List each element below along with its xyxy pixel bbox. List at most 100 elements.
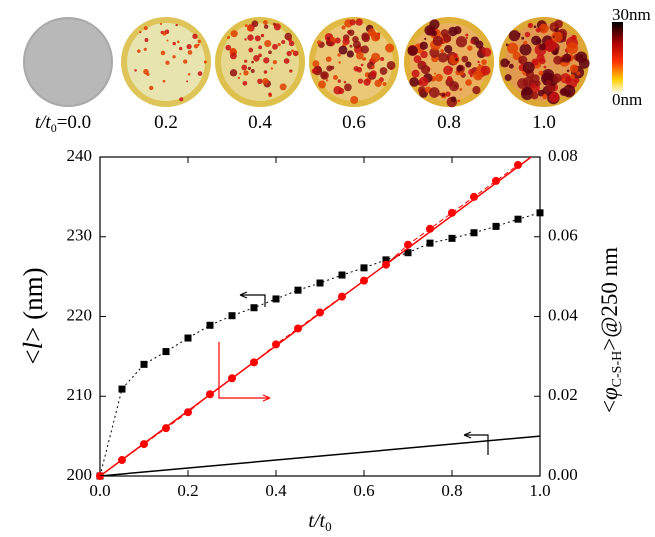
spot bbox=[188, 50, 193, 55]
spot bbox=[172, 55, 175, 58]
spot bbox=[420, 42, 428, 50]
spot bbox=[273, 23, 276, 26]
spot bbox=[505, 74, 512, 81]
spot bbox=[539, 43, 546, 50]
spot bbox=[513, 50, 515, 52]
y2-tick-label: 0.00 bbox=[548, 465, 578, 484]
spot bbox=[421, 65, 430, 74]
spot bbox=[186, 44, 191, 49]
spot bbox=[422, 62, 425, 65]
spot bbox=[165, 61, 169, 65]
spot bbox=[289, 69, 292, 72]
snapshot-value: 1.0 bbox=[532, 112, 556, 133]
spot bbox=[363, 57, 366, 60]
spot bbox=[553, 56, 562, 65]
spot bbox=[563, 85, 576, 98]
snapshot bbox=[499, 17, 590, 107]
spot bbox=[149, 86, 153, 90]
colorbar-top-label: 30nm bbox=[612, 5, 651, 24]
spot bbox=[443, 66, 453, 76]
x-tick-label: 0.0 bbox=[89, 481, 110, 500]
snapshot-label: 0.8 bbox=[437, 112, 461, 133]
snapshot-value: 0.4 bbox=[248, 112, 272, 133]
spot bbox=[457, 99, 460, 102]
spot bbox=[475, 41, 483, 49]
spot bbox=[424, 25, 434, 35]
colorbar bbox=[612, 22, 623, 94]
snapshot-value: 0.8 bbox=[437, 112, 461, 133]
spot bbox=[291, 49, 294, 52]
spot bbox=[465, 34, 468, 37]
spot bbox=[442, 93, 446, 97]
figure: 30nm 0nm 0.00.20.40.60.81.02002102202302… bbox=[0, 0, 655, 537]
y-tick-label: 200 bbox=[67, 465, 93, 484]
spot bbox=[262, 78, 268, 84]
spot bbox=[473, 70, 483, 80]
x-tick-label: 0.2 bbox=[177, 481, 198, 500]
spot bbox=[554, 28, 559, 33]
spot bbox=[188, 73, 191, 76]
spot bbox=[541, 25, 545, 29]
spot bbox=[231, 30, 238, 37]
spot bbox=[562, 54, 571, 63]
spot bbox=[579, 55, 583, 59]
spot bbox=[534, 26, 537, 29]
spot bbox=[461, 56, 468, 63]
y-label-italic: l bbox=[18, 342, 48, 350]
spot bbox=[544, 66, 547, 69]
spot bbox=[357, 67, 363, 73]
spot bbox=[272, 44, 278, 50]
spot bbox=[281, 40, 285, 44]
spot bbox=[349, 19, 355, 25]
spot bbox=[574, 78, 579, 83]
spot bbox=[198, 40, 201, 43]
spot bbox=[371, 53, 380, 62]
snapshot bbox=[23, 17, 113, 107]
spot bbox=[134, 69, 137, 72]
spot bbox=[456, 36, 467, 47]
spot bbox=[251, 69, 255, 73]
spot bbox=[264, 24, 268, 28]
spot bbox=[339, 46, 348, 55]
spot bbox=[533, 61, 535, 63]
snapshot bbox=[309, 17, 399, 107]
spot bbox=[338, 79, 341, 82]
spot bbox=[531, 92, 538, 99]
spot bbox=[137, 49, 141, 53]
series-line bbox=[100, 157, 531, 476]
spot bbox=[179, 47, 182, 50]
square-marker bbox=[471, 229, 478, 236]
spot bbox=[227, 36, 230, 39]
spot bbox=[361, 64, 364, 67]
arrow-left-axis bbox=[464, 432, 488, 455]
y-tick-label: 240 bbox=[67, 146, 93, 165]
x-tick-label: 0.6 bbox=[353, 481, 374, 500]
spot bbox=[563, 78, 566, 81]
spot bbox=[433, 36, 443, 46]
spot bbox=[467, 45, 472, 50]
spot bbox=[312, 68, 317, 73]
spot bbox=[268, 92, 271, 95]
spot bbox=[361, 45, 369, 53]
snapshot-label: 0.6 bbox=[342, 112, 366, 133]
spot bbox=[363, 79, 370, 86]
y2-label-pre: < bbox=[597, 400, 622, 413]
spot bbox=[326, 79, 328, 81]
spot bbox=[225, 45, 231, 51]
spot bbox=[448, 27, 457, 36]
spot bbox=[253, 55, 260, 62]
square-marker bbox=[163, 348, 170, 355]
spot bbox=[173, 42, 176, 45]
spot bbox=[230, 52, 237, 59]
square-marker bbox=[141, 361, 148, 368]
spot bbox=[523, 41, 527, 45]
spot bbox=[161, 51, 166, 56]
spot bbox=[183, 59, 187, 63]
spot bbox=[239, 73, 241, 75]
spot bbox=[539, 58, 545, 64]
spot bbox=[506, 44, 509, 47]
spot bbox=[139, 31, 141, 33]
spot bbox=[243, 70, 248, 75]
spot bbox=[447, 76, 452, 81]
snapshot bbox=[121, 17, 211, 107]
